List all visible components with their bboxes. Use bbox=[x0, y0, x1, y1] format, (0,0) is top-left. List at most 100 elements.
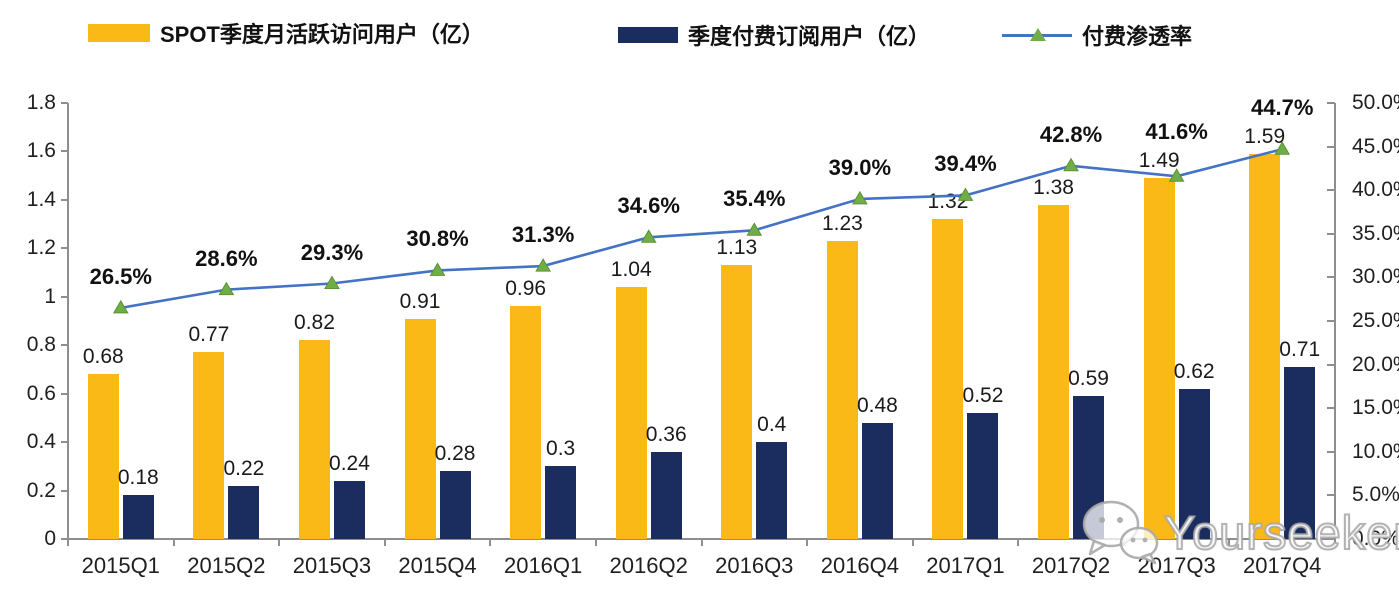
triangle-marker-icon bbox=[852, 190, 868, 205]
subscriber-value-label: 0.18 bbox=[117, 466, 159, 490]
right-axis-tick bbox=[1327, 145, 1335, 148]
subscriber-value-label: 0.71 bbox=[1279, 338, 1321, 362]
mau-value-label: 0.82 bbox=[294, 311, 335, 335]
triangle-marker-icon bbox=[324, 275, 340, 290]
left-axis-label: 0.4 bbox=[26, 430, 56, 454]
mau-bar bbox=[932, 219, 964, 539]
watermark-text: Yourseeker bbox=[1163, 505, 1399, 560]
mau-value-label: 1.13 bbox=[716, 236, 758, 260]
right-axis-tick bbox=[1327, 407, 1335, 410]
mau-value-label: 1.59 bbox=[1244, 124, 1286, 148]
left-axis-line bbox=[67, 103, 69, 539]
legend-item-mau: SPOT季度月活跃访问用户（亿） bbox=[88, 17, 484, 49]
right-axis-label: 30.0% bbox=[1352, 265, 1399, 289]
right-axis-label: 0.0% bbox=[1352, 527, 1399, 550]
subscriber-value-label: 0.22 bbox=[223, 456, 265, 480]
x-axis-label: 2015Q2 bbox=[187, 553, 266, 578]
x-axis-tick bbox=[278, 539, 281, 546]
mau-bar bbox=[193, 352, 225, 539]
x-axis-tick bbox=[67, 539, 69, 546]
right-axis-tick bbox=[1327, 450, 1335, 453]
right-axis-tick bbox=[1327, 232, 1335, 235]
left-axis-label: 1.6 bbox=[26, 139, 56, 163]
left-axis-label: 1 bbox=[44, 284, 56, 308]
x-axis-label: 2015Q1 bbox=[81, 553, 160, 578]
x-axis-tick bbox=[806, 539, 809, 546]
legend-item-subscribers: 季度付费订阅用户（亿） bbox=[618, 19, 930, 51]
x-axis-label: 2016Q4 bbox=[820, 553, 900, 578]
penetration-label: 34.6% bbox=[617, 193, 680, 219]
right-axis-label: 20.0% bbox=[1352, 352, 1399, 376]
mau-value-label: 1.32 bbox=[927, 190, 969, 214]
subscriber-bar bbox=[333, 480, 365, 539]
penetration-label: 26.5% bbox=[89, 263, 152, 289]
subscriber-bar bbox=[1284, 367, 1316, 539]
x-axis-label: 2015Q3 bbox=[292, 553, 372, 578]
subscriber-value-label: 0.3 bbox=[546, 437, 576, 461]
watermark: Yourseeker bbox=[1078, 496, 1399, 568]
left-axis-label: 0.6 bbox=[26, 381, 56, 405]
penetration-label: 31.3% bbox=[511, 222, 575, 248]
subscriber-bar bbox=[545, 466, 577, 539]
x-axis-tick bbox=[489, 539, 492, 546]
mau-value-label: 1.04 bbox=[610, 258, 652, 282]
x-axis-tick bbox=[1017, 539, 1020, 546]
mau-bar-swatch-icon bbox=[88, 24, 150, 42]
penetration-label: 41.6% bbox=[1145, 119, 1208, 145]
mau-value-label: 1.23 bbox=[821, 212, 863, 236]
x-axis-tick bbox=[172, 539, 175, 546]
left-axis-tick bbox=[61, 489, 68, 492]
x-axis-label: 2016Q1 bbox=[503, 553, 583, 578]
x-axis-tick bbox=[383, 539, 386, 546]
subscriber-value-label: 0.59 bbox=[1068, 367, 1109, 391]
right-axis-tick bbox=[1327, 189, 1335, 192]
x-axis-tick bbox=[1334, 539, 1336, 546]
subscriber-value-label: 0.4 bbox=[757, 413, 787, 437]
subscriber-value-label: 0.48 bbox=[856, 393, 898, 417]
subscriber-value-label: 0.28 bbox=[434, 442, 476, 466]
subscriber-value-label: 0.52 bbox=[962, 384, 1004, 408]
left-axis-label: 0.2 bbox=[26, 478, 56, 502]
subscriber-bar bbox=[967, 413, 999, 539]
penetration-label: 44.7% bbox=[1251, 94, 1314, 120]
subscribers-bar-swatch-icon bbox=[618, 27, 678, 43]
triangle-marker-icon bbox=[112, 299, 129, 314]
mau-bar bbox=[826, 241, 858, 539]
triangle-marker-icon bbox=[218, 281, 235, 296]
wechat-icon bbox=[1082, 500, 1159, 565]
mau-value-label: 0.77 bbox=[188, 323, 230, 347]
mau-bar bbox=[721, 265, 753, 539]
penetration-label: 30.8% bbox=[406, 226, 469, 252]
subscriber-bar bbox=[439, 471, 471, 539]
penetration-label: 39.4% bbox=[934, 151, 997, 177]
mau-bar bbox=[510, 306, 542, 539]
subscriber-bar bbox=[228, 485, 260, 539]
subscriber-bar bbox=[122, 495, 154, 539]
mau-bar bbox=[87, 374, 119, 539]
triangle-marker-icon bbox=[640, 229, 657, 243]
mau-bar bbox=[615, 287, 647, 539]
x-axis-tick bbox=[700, 539, 703, 546]
right-axis-tick bbox=[1327, 102, 1335, 104]
mau-bar bbox=[1143, 178, 1175, 539]
subscriber-value-label: 0.36 bbox=[645, 422, 687, 446]
x-axis-label: 2015Q4 bbox=[398, 553, 477, 578]
left-axis-label: 0 bbox=[44, 527, 56, 550]
mau-value-label: 1.49 bbox=[1138, 149, 1180, 173]
right-axis-label: 50.0% bbox=[1352, 91, 1399, 114]
right-axis-tick bbox=[1327, 363, 1335, 366]
left-axis-tick bbox=[61, 344, 68, 347]
subscriber-bar bbox=[861, 422, 893, 539]
legend-label-mau: SPOT季度月活跃访问用户（亿） bbox=[160, 22, 484, 47]
x-axis-tick bbox=[594, 539, 597, 546]
mau-value-label: 0.68 bbox=[82, 345, 124, 369]
right-axis-label: 25.0% bbox=[1352, 309, 1399, 332]
left-axis-label: 0.8 bbox=[26, 333, 56, 357]
x-axis-tick bbox=[911, 539, 914, 546]
penetration-label: 39.0% bbox=[828, 154, 892, 180]
left-axis-tick bbox=[61, 102, 68, 104]
right-axis-label: 5.0% bbox=[1352, 483, 1399, 507]
x-axis-label: 2016Q3 bbox=[715, 553, 794, 578]
x-axis-tick bbox=[1228, 539, 1231, 546]
penetration-label: 28.6% bbox=[195, 245, 258, 271]
